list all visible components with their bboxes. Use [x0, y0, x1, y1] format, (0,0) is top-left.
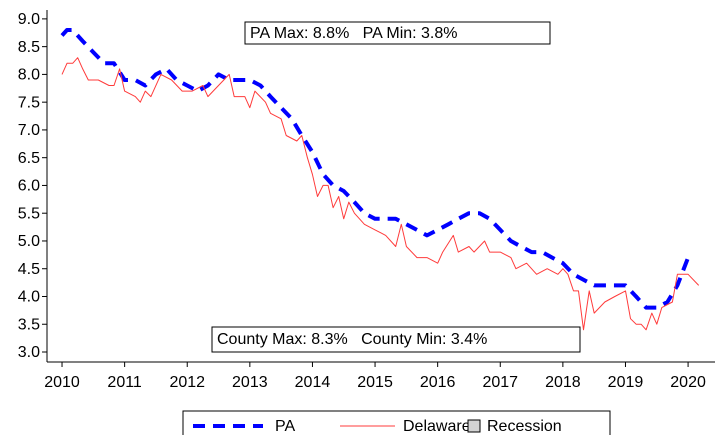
y-tick-label: 3.0: [18, 344, 40, 361]
x-tick-label: 2016: [420, 374, 456, 391]
x-tick-label: 2014: [295, 374, 331, 391]
x-tick-label: 2017: [482, 374, 518, 391]
annotation-box: [211, 326, 581, 353]
x-tick-label: 2015: [357, 374, 393, 391]
annotation: PA Max: 8.8% PA Min: 3.8%: [250, 25, 458, 42]
x-tick-label: 2020: [670, 374, 706, 391]
y-tick-label: 4.0: [18, 289, 40, 306]
legend-label: PA: [275, 418, 295, 435]
y-tick-label: 6.5: [18, 150, 40, 167]
series-line: [61, 57, 700, 331]
y-tick-label: 5.0: [18, 233, 40, 250]
x-tick-label: 2013: [232, 374, 268, 391]
y-tick-label: 7.5: [18, 94, 40, 111]
y-tick-label: 5.5: [18, 205, 40, 222]
y-tick-label: 3.5: [18, 316, 40, 333]
legend-label: Delaware: [403, 418, 471, 435]
y-tick-label: 8.5: [18, 39, 40, 56]
annotation-box: [244, 21, 551, 45]
x-tick-label: 2018: [545, 374, 581, 391]
y-tick-label: 6.0: [18, 178, 40, 195]
annotation: County Max: 8.3% County Min: 3.4%: [217, 331, 487, 348]
x-tick-label: 2019: [608, 374, 644, 391]
axes: 3.0 3.5 4.0 4.5 5.0 5.5 6.0 6.5 7.0 7.5 8.0 8.5 9.0 2…: [18, 10, 715, 391]
x-tick-label: 2011: [107, 374, 142, 391]
series-line: [60, 28, 694, 310]
x-tick-label: 2010: [44, 374, 80, 391]
legend-swatch: [467, 419, 481, 433]
y-tick-label: 4.5: [18, 261, 40, 278]
legend-label: Recession: [487, 418, 562, 435]
x-tick-label: 2012: [169, 374, 205, 391]
y-tick-label: 9.0: [18, 11, 40, 28]
y-tick-label: 7.0: [18, 122, 40, 139]
y-tick-label: 8.0: [18, 67, 40, 84]
